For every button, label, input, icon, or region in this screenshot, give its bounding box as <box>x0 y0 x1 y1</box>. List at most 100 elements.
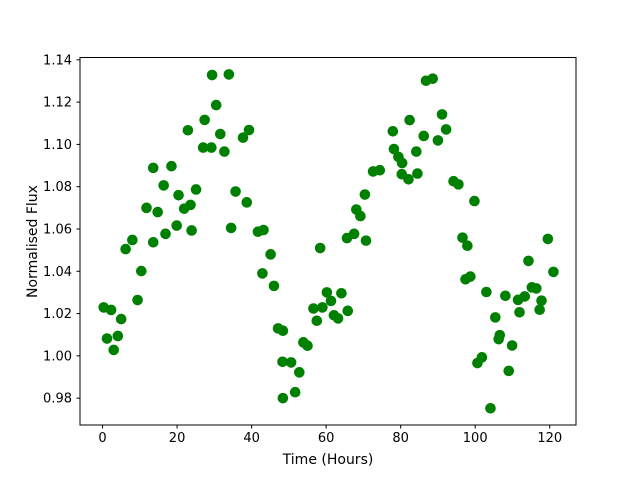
x-tick-label: 20 <box>169 431 186 446</box>
data-point <box>277 325 289 336</box>
data-point <box>108 344 120 356</box>
data-point <box>453 179 464 190</box>
data-point <box>311 315 323 327</box>
data-point <box>132 294 143 306</box>
data-point <box>173 189 184 201</box>
data-point <box>332 313 344 324</box>
data-point <box>308 303 319 314</box>
data-point <box>302 340 313 352</box>
data-point <box>241 197 253 208</box>
data-point <box>462 240 473 251</box>
data-point <box>411 146 422 157</box>
data-point <box>531 283 542 294</box>
data-point <box>387 125 399 137</box>
data-point <box>476 352 488 363</box>
data-point <box>289 386 301 398</box>
data-point <box>412 168 423 179</box>
data-point <box>374 164 386 176</box>
data-point <box>141 202 152 214</box>
plot-frame <box>79 57 577 426</box>
data-point <box>210 99 222 111</box>
data-point <box>534 304 545 316</box>
data-point <box>225 222 237 234</box>
data-point <box>360 235 372 246</box>
x-tick-label: 80 <box>392 431 409 446</box>
data-point <box>440 124 452 135</box>
data-point <box>519 291 531 302</box>
data-point <box>465 271 476 282</box>
data-point <box>268 280 280 292</box>
data-point <box>469 195 480 207</box>
data-point <box>432 135 444 146</box>
data-point <box>206 142 217 153</box>
data-point <box>237 132 249 143</box>
data-point <box>206 69 218 81</box>
data-point <box>265 249 276 260</box>
x-tick-label: 40 <box>243 431 260 446</box>
data-point <box>457 232 468 243</box>
data-point <box>185 199 196 211</box>
data-point <box>166 160 177 172</box>
data-point <box>403 173 414 185</box>
plot-area-background <box>80 57 576 425</box>
data-point <box>197 142 209 153</box>
data-point <box>152 206 163 218</box>
y-tick-label: 1.06 <box>43 222 72 237</box>
data-point <box>257 268 268 279</box>
data-point <box>112 330 124 342</box>
y-tick-label: 1.14 <box>43 53 72 68</box>
data-point <box>418 130 430 142</box>
y-axis-label: Normalised Flux <box>25 185 41 298</box>
data-point <box>436 109 448 120</box>
data-point <box>490 312 501 323</box>
x-tick-labels-group: 0 20 40 60 80 100 120 <box>98 431 562 446</box>
data-point <box>186 225 197 236</box>
data-point <box>136 265 147 277</box>
data-point <box>158 180 169 191</box>
data-point <box>506 340 518 351</box>
data-point <box>199 114 210 126</box>
axis-ticks-group <box>76 59 551 429</box>
data-point <box>404 114 415 126</box>
data-point <box>481 286 492 298</box>
data-point <box>342 305 354 317</box>
data-point <box>494 329 506 341</box>
data-point <box>277 356 288 368</box>
y-tick-label: 1.08 <box>43 180 72 195</box>
data-point <box>355 210 366 222</box>
data-point <box>171 220 183 231</box>
data-point <box>321 287 333 298</box>
data-point <box>514 306 525 318</box>
data-point <box>105 304 117 316</box>
data-point <box>359 189 371 200</box>
y-tick-label: 1.04 <box>43 265 72 280</box>
data-point <box>277 392 289 404</box>
x-tick-label: 0 <box>98 431 106 446</box>
y-tick-label: 1.10 <box>43 138 72 153</box>
data-point <box>536 295 547 306</box>
data-point <box>396 157 408 169</box>
data-point <box>314 242 326 254</box>
data-point <box>219 146 230 157</box>
data-point <box>325 295 337 307</box>
data-point <box>223 69 235 80</box>
y-tick-label: 1.00 <box>43 349 72 364</box>
data-point <box>230 186 241 197</box>
data-point <box>336 287 347 299</box>
data-point <box>317 302 328 313</box>
data-point <box>427 73 439 84</box>
data-point <box>190 184 202 195</box>
data-point <box>294 367 305 378</box>
data-point <box>243 124 255 136</box>
data-point <box>348 228 360 240</box>
x-tick-label: 100 <box>463 431 488 446</box>
data-point <box>542 233 554 245</box>
data-point <box>485 402 496 414</box>
data-point <box>160 228 171 240</box>
data-point <box>115 313 127 325</box>
y-tick-labels-group: 0.98 1.00 1.02 1.04 1.06 1.08 1.10 1.12 1.14 <box>43 53 72 406</box>
data-point <box>215 128 226 140</box>
data-point <box>523 255 534 267</box>
data-point <box>182 124 194 136</box>
